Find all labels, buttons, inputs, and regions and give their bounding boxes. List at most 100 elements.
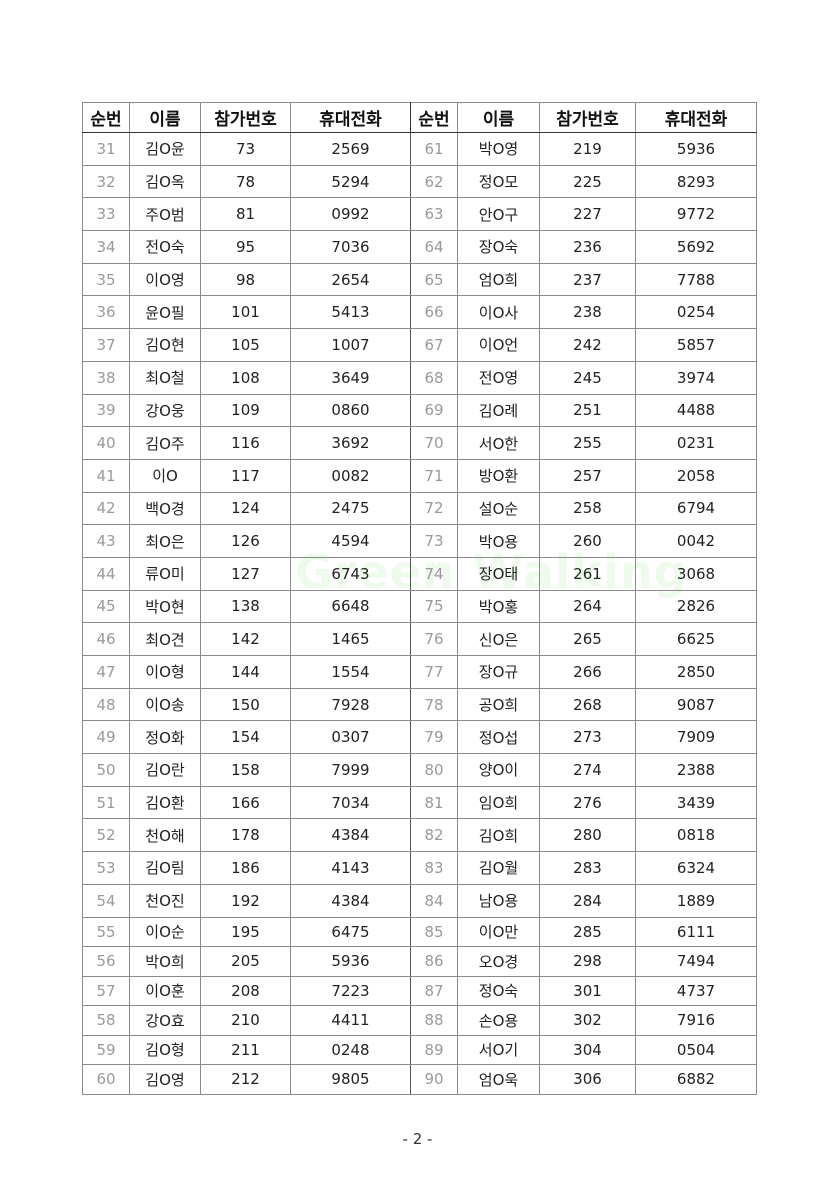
- cell-seq: 32: [82, 164, 130, 199]
- table-row: 46 최O견 142 1465 76 신O은 265 6625: [82, 622, 757, 656]
- cell-name: 전O영: [457, 360, 540, 395]
- cell-entry-number: 258: [539, 491, 636, 526]
- cell-seq: 83: [410, 851, 458, 885]
- cell-entry-number: 195: [200, 916, 291, 947]
- cell-entry-number: 73: [200, 132, 291, 166]
- cell-seq: 34: [82, 230, 130, 264]
- cell-seq: 81: [410, 785, 458, 820]
- cell-phone: 3974: [635, 360, 757, 395]
- header-seq: 순번: [410, 102, 458, 133]
- cell-name: 장O규: [457, 655, 540, 689]
- cell-phone: 7034: [290, 785, 411, 820]
- cell-phone: 2654: [290, 262, 411, 297]
- cell-entry-number: 212: [200, 1064, 291, 1095]
- cell-seq: 31: [82, 132, 130, 166]
- cell-seq: 65: [410, 262, 458, 297]
- cell-name: 남O용: [457, 883, 540, 918]
- cell-entry-number: 242: [539, 328, 636, 362]
- cell-name: 박O현: [129, 589, 201, 624]
- cell-entry-number: 301: [539, 975, 636, 1006]
- cell-phone: 9805: [290, 1064, 411, 1095]
- table-row: 59 김O형 211 0248 89 서O기 304 0504: [82, 1034, 757, 1065]
- cell-seq: 70: [410, 426, 458, 460]
- cell-phone: 2826: [635, 589, 757, 624]
- cell-name: 설O순: [457, 491, 540, 526]
- cell-name: 이O송: [129, 687, 201, 722]
- cell-phone: 0307: [290, 720, 411, 755]
- cell-phone: 5936: [635, 132, 757, 166]
- cell-phone: 4384: [290, 883, 411, 918]
- header-name: 이름: [129, 102, 201, 133]
- cell-entry-number: 126: [200, 524, 291, 558]
- cell-phone: 1889: [635, 883, 757, 918]
- cell-phone: 2388: [635, 753, 757, 787]
- cell-seq: 49: [82, 720, 130, 755]
- cell-seq: 75: [410, 589, 458, 624]
- cell-entry-number: 227: [539, 197, 636, 232]
- cell-phone: 6794: [635, 491, 757, 526]
- cell-name: 최O철: [129, 360, 201, 395]
- table-row: 60 김O영 212 9805 90 엄O욱 306 6882: [82, 1064, 757, 1095]
- cell-phone: 7999: [290, 753, 411, 787]
- cell-phone: 4488: [635, 393, 757, 428]
- cell-seq: 80: [410, 753, 458, 787]
- header-entry-number: 참가번호: [539, 102, 636, 133]
- cell-phone: 1465: [290, 622, 411, 656]
- cell-phone: 2569: [290, 132, 411, 166]
- cell-entry-number: 261: [539, 556, 636, 591]
- cell-name: 손O용: [457, 1005, 540, 1036]
- cell-phone: 0082: [290, 458, 411, 493]
- cell-entry-number: 158: [200, 753, 291, 787]
- cell-seq: 45: [82, 589, 130, 624]
- cell-entry-number: 245: [539, 360, 636, 395]
- cell-seq: 82: [410, 818, 458, 853]
- cell-seq: 41: [82, 458, 130, 493]
- cell-entry-number: 266: [539, 655, 636, 689]
- cell-seq: 76: [410, 622, 458, 656]
- cell-name: 장O태: [457, 556, 540, 591]
- cell-seq: 50: [82, 753, 130, 787]
- cell-name: 김O례: [457, 393, 540, 428]
- cell-name: 신O은: [457, 622, 540, 656]
- table-row: 35 이O영 98 2654 65 엄O희 237 7788: [82, 262, 757, 297]
- cell-seq: 56: [82, 946, 130, 977]
- cell-name: 윤O필: [129, 295, 201, 330]
- cell-entry-number: 95: [200, 230, 291, 264]
- cell-name: 천O해: [129, 818, 201, 853]
- cell-name: 안O구: [457, 197, 540, 232]
- table-row: 50 김O란 158 7999 80 양O이 274 2388: [82, 753, 757, 787]
- cell-entry-number: 78: [200, 164, 291, 199]
- cell-name: 김O희: [457, 818, 540, 853]
- cell-seq: 64: [410, 230, 458, 264]
- cell-name: 이O영: [129, 262, 201, 297]
- cell-name: 이O만: [457, 916, 540, 947]
- cell-phone: 3068: [635, 556, 757, 591]
- cell-seq: 87: [410, 975, 458, 1006]
- cell-name: 김O옥: [129, 164, 201, 199]
- table-row: 49 정O화 154 0307 79 정O섭 273 7909: [82, 720, 757, 755]
- cell-name: 정O화: [129, 720, 201, 755]
- cell-name: 강O웅: [129, 393, 201, 428]
- cell-entry-number: 142: [200, 622, 291, 656]
- cell-phone: 5692: [635, 230, 757, 264]
- cell-entry-number: 251: [539, 393, 636, 428]
- cell-phone: 0231: [635, 426, 757, 460]
- cell-seq: 62: [410, 164, 458, 199]
- cell-name: 엄O희: [457, 262, 540, 297]
- table-row: 47 이O형 144 1554 77 장O규 266 2850: [82, 655, 757, 689]
- cell-entry-number: 108: [200, 360, 291, 395]
- cell-phone: 0860: [290, 393, 411, 428]
- cell-name: 김O림: [129, 851, 201, 885]
- table-row: 45 박O현 138 6648 75 박O홍 264 2826: [82, 589, 757, 624]
- cell-name: 정O숙: [457, 975, 540, 1006]
- cell-phone: 6111: [635, 916, 757, 947]
- cell-phone: 0248: [290, 1034, 411, 1065]
- participant-table: 순번 이름 참가번호 휴대전화 순번 이름 참가번호 휴대전화 31 김O윤 73 2…: [82, 102, 757, 1095]
- cell-seq: 79: [410, 720, 458, 755]
- cell-phone: 6648: [290, 589, 411, 624]
- cell-seq: 66: [410, 295, 458, 330]
- cell-seq: 58: [82, 1005, 130, 1036]
- cell-entry-number: 284: [539, 883, 636, 918]
- cell-seq: 90: [410, 1064, 458, 1095]
- cell-name: 엄O욱: [457, 1064, 540, 1095]
